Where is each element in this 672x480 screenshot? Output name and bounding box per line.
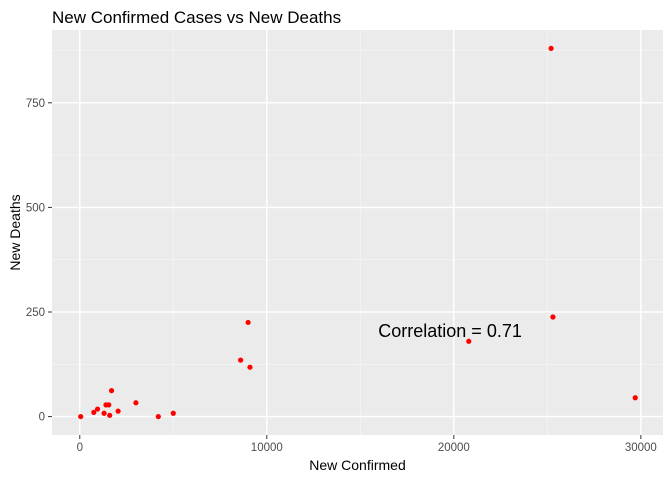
y-tick-label: 0 bbox=[39, 412, 45, 424]
data-point bbox=[245, 319, 251, 326]
x-tick-label: 20000 bbox=[438, 442, 470, 454]
data-point bbox=[101, 410, 107, 416]
data-point bbox=[94, 406, 101, 412]
y-axis-title: New Deaths bbox=[7, 194, 23, 270]
data-point bbox=[155, 413, 161, 420]
axis-ticks bbox=[48, 102, 642, 439]
x-tick-label: 0 bbox=[77, 442, 83, 454]
y-tick-label: 750 bbox=[26, 98, 45, 110]
data-point bbox=[548, 45, 554, 52]
x-tick-label: 10000 bbox=[251, 442, 283, 454]
data-point bbox=[133, 400, 139, 406]
x-axis-tick-labels: 0 10000 20000 30000 bbox=[77, 442, 657, 454]
y-tick-label: 250 bbox=[26, 307, 45, 319]
data-point bbox=[91, 409, 97, 416]
data-point bbox=[466, 338, 472, 344]
data-points bbox=[78, 45, 638, 420]
y-axis-tick-labels: 0 250 500 750 bbox=[26, 98, 45, 424]
data-point bbox=[170, 410, 176, 416]
major-gridlines bbox=[52, 30, 663, 435]
data-point bbox=[632, 395, 638, 401]
chart-title: New Confirmed Cases vs New Deaths bbox=[52, 8, 341, 27]
data-point bbox=[247, 364, 253, 370]
data-point bbox=[238, 357, 244, 363]
plot-panel bbox=[52, 30, 663, 435]
data-point bbox=[115, 408, 121, 414]
data-point bbox=[550, 314, 556, 320]
data-point bbox=[106, 402, 112, 408]
x-axis-title: New Confirmed bbox=[309, 457, 405, 473]
data-point bbox=[78, 413, 84, 420]
y-tick-label: 500 bbox=[26, 202, 45, 214]
data-point bbox=[107, 412, 113, 418]
correlation-annotation: Correlation = 0.71 bbox=[378, 321, 522, 341]
minor-gridlines bbox=[52, 30, 663, 435]
data-point bbox=[108, 388, 115, 394]
x-tick-label: 30000 bbox=[625, 442, 657, 454]
